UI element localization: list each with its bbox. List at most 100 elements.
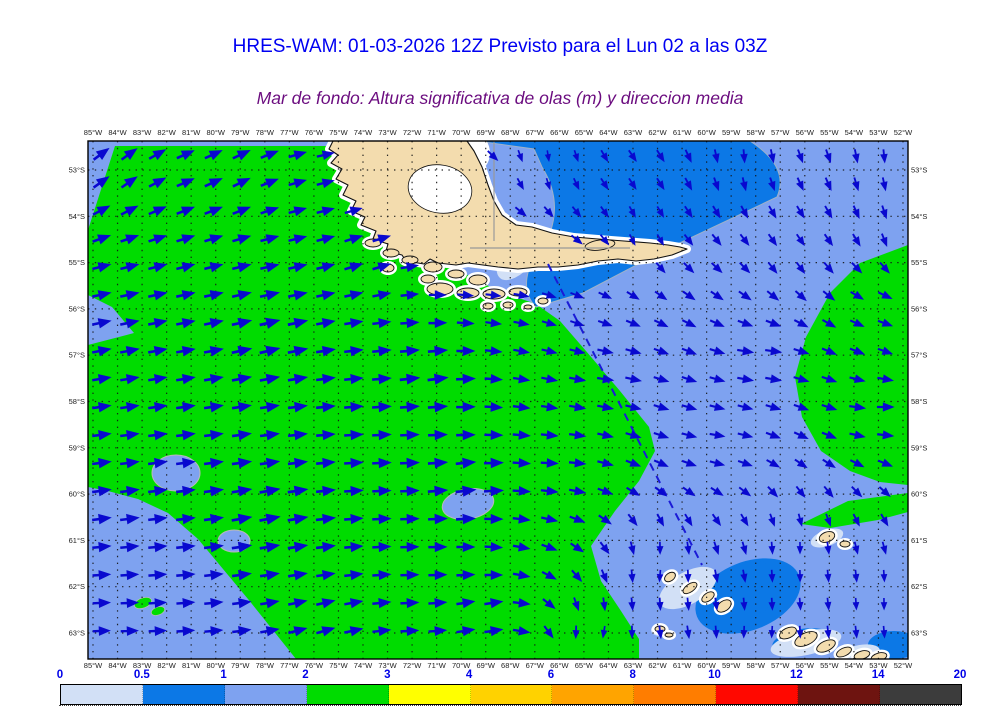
- lon-label-top: 82°W: [157, 128, 176, 137]
- lon-label-bottom: 60°W: [697, 661, 716, 670]
- lat-label-left: 60°S: [69, 490, 85, 499]
- lon-label-top: 59°W: [722, 128, 741, 137]
- lat-label-right: 55°S: [911, 258, 927, 267]
- lon-label-top: 77°W: [280, 128, 299, 137]
- lon-label-bottom: 79°W: [231, 661, 250, 670]
- colorbar-tick-label: 12: [789, 669, 803, 681]
- lon-label-bottom: 58°W: [747, 661, 766, 670]
- colorbar-segment: [142, 685, 225, 704]
- map-field: [88, 141, 908, 659]
- lon-label-bottom: 55°W: [820, 661, 839, 670]
- lat-label-left: 62°S: [69, 582, 85, 591]
- lon-label-top: 54°W: [845, 128, 864, 137]
- lon-label-top: 80°W: [207, 128, 226, 137]
- lon-label-top: 56°W: [796, 128, 815, 137]
- lon-label-bottom: 59°W: [722, 661, 741, 670]
- lat-label-right: 60°S: [911, 490, 927, 499]
- colorbar-segment: [224, 685, 307, 704]
- lat-label-right: 59°S: [911, 443, 927, 452]
- lon-label-bottom: 76°W: [305, 661, 324, 670]
- lon-label-bottom: 71°W: [427, 661, 446, 670]
- lon-label-top: 83°W: [133, 128, 152, 137]
- lon-label-top: 84°W: [108, 128, 127, 137]
- lat-label-right: 62°S: [911, 582, 927, 591]
- lon-label-bottom: 61°W: [673, 661, 692, 670]
- lat-label-left: 56°S: [69, 304, 85, 313]
- lon-label-bottom: 81°W: [182, 661, 201, 670]
- lon-label-top: 58°W: [747, 128, 766, 137]
- lon-label-bottom: 75°W: [329, 661, 348, 670]
- lon-label-top: 75°W: [329, 128, 348, 137]
- lon-label-top: 53°W: [869, 128, 888, 137]
- colorbar-tick-label: 6: [547, 669, 555, 681]
- lon-label-top: 64°W: [599, 128, 618, 137]
- lon-label-bottom: 62°W: [648, 661, 667, 670]
- fjord: [407, 164, 473, 214]
- lon-label-top: 66°W: [550, 128, 569, 137]
- colorbar-segment: [61, 685, 143, 704]
- lon-label-top: 65°W: [575, 128, 594, 137]
- colorbar-tick-label: 0: [56, 669, 64, 681]
- lon-label-bottom: 68°W: [501, 661, 520, 670]
- lat-label-right: 56°S: [911, 304, 927, 313]
- lat-label-right: 53°S: [911, 166, 927, 175]
- lon-label-bottom: 69°W: [477, 661, 496, 670]
- lon-label-bottom: 84°W: [108, 661, 127, 670]
- colorbar-segment: [470, 685, 553, 704]
- lat-label-right: 54°S: [911, 212, 927, 221]
- lat-label-left: 54°S: [69, 212, 85, 221]
- lon-label-bottom: 64°W: [599, 661, 618, 670]
- lon-label-top: 85°W: [84, 128, 103, 137]
- lat-label-right: 58°S: [911, 397, 927, 406]
- lat-label-left: 57°S: [69, 351, 85, 360]
- lon-label-top: 81°W: [182, 128, 201, 137]
- lon-label-bottom: 52°W: [894, 661, 913, 670]
- page-title: HRES-WAM: 01-03-2026 12Z Previsto para e…: [232, 36, 768, 57]
- field-green-patch: [133, 596, 153, 610]
- lat-label-right: 57°S: [911, 351, 927, 360]
- lon-label-top: 72°W: [403, 128, 422, 137]
- colorbar-tick-label: 4: [465, 669, 473, 681]
- lon-label-top: 79°W: [231, 128, 250, 137]
- colorbar-tick-label: 1: [220, 669, 227, 681]
- lon-label-bottom: 83°W: [133, 661, 152, 670]
- lon-label-bottom: 72°W: [403, 661, 422, 670]
- lon-label-bottom: 63°W: [624, 661, 643, 670]
- lat-label-right: 63°S: [911, 629, 927, 638]
- colorbar-tick-label: 20: [953, 669, 967, 681]
- lon-label-top: 76°W: [305, 128, 324, 137]
- colorbar-tick-label: 2: [302, 669, 309, 681]
- colorbar-tick-label: 8: [629, 669, 636, 681]
- wave-direction-arrows: [91, 147, 895, 640]
- lon-label-top: 78°W: [256, 128, 275, 137]
- lon-label-top: 68°W: [501, 128, 520, 137]
- lon-label-bottom: 77°W: [280, 661, 299, 670]
- lon-label-top: 73°W: [378, 128, 397, 137]
- lon-label-bottom: 54°W: [845, 661, 864, 670]
- lat-label-right: 61°S: [911, 536, 927, 545]
- land-tierra-del-fuego: [328, 141, 888, 659]
- colorbar-tickline: [59, 705, 961, 706]
- colorbar-segment: [634, 685, 717, 704]
- lon-label-bottom: 85°W: [84, 661, 103, 670]
- lat-label-left: 58°S: [69, 397, 85, 406]
- colorbar-tick-label: 0.5: [133, 669, 150, 681]
- lon-label-bottom: 67°W: [526, 661, 545, 670]
- page-subtitle: Mar de fondo: Altura significativa de ol…: [256, 88, 744, 108]
- colorbar-tick-label: 14: [871, 669, 885, 681]
- colorbar-segment: [552, 685, 635, 704]
- graticule: [88, 141, 908, 659]
- lon-label-bottom: 65°W: [575, 661, 594, 670]
- field-2-3m: [795, 245, 908, 485]
- lat-label-left: 53°S: [69, 166, 85, 175]
- colorbar-tick-label: 10: [708, 669, 721, 681]
- lon-label-bottom: 56°W: [796, 661, 815, 670]
- lon-label-top: 74°W: [354, 128, 373, 137]
- wave-height-colorbar: [60, 684, 962, 705]
- lat-label-left: 63°S: [69, 629, 85, 638]
- lon-label-top: 62°W: [648, 128, 667, 137]
- lon-label-top: 70°W: [452, 128, 471, 137]
- colorbar-segment: [388, 685, 471, 704]
